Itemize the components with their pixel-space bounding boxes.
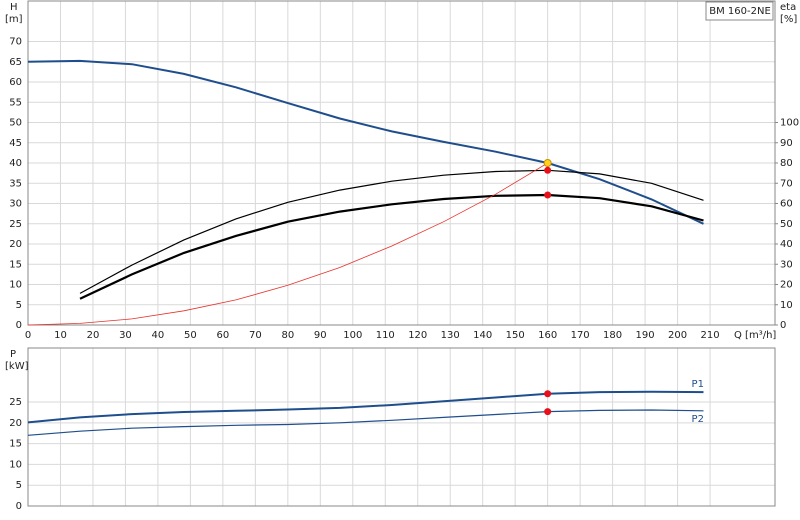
annotation-box	[705, 1, 774, 21]
y-tick-label: 20	[9, 418, 22, 429]
y-tick-label: 50	[9, 118, 22, 129]
annotation: BM 160-2NE	[709, 6, 771, 17]
x-tick-label: 50	[184, 330, 197, 341]
y-axis-unit: [kW]	[5, 361, 29, 372]
y2-axis-unit: [%]	[780, 14, 797, 25]
curve	[27, 390, 704, 424]
y-tick-label: 70	[9, 37, 22, 48]
x-tick-label: 150	[506, 330, 525, 341]
x-tick-label: 100	[343, 330, 362, 341]
x-tick-label: 120	[408, 330, 427, 341]
curve	[27, 59, 704, 225]
y-tick-label: 25	[9, 219, 22, 230]
y2-tick-label: 90	[780, 138, 793, 149]
x-tick-label: 110	[376, 330, 395, 341]
x-tick-label: 170	[571, 330, 590, 341]
y2-tick-label: 40	[780, 239, 793, 250]
y-tick-label: 25	[9, 397, 22, 408]
curve-label: P2	[692, 414, 704, 425]
y-tick-label: 30	[9, 199, 22, 210]
plot-frame	[27, 0, 776, 326]
y2-axis-label: eta	[780, 2, 796, 13]
y-tick-label: 10	[9, 459, 22, 470]
x-tick-label: 20	[87, 330, 100, 341]
x-tick-label: 130	[441, 330, 460, 341]
curve	[27, 409, 704, 436]
x-tick-label: 70	[249, 330, 262, 341]
y-tick-label: 5	[16, 300, 22, 311]
y2-tick-label: 70	[780, 178, 793, 189]
y2-tick-label: 10	[780, 300, 793, 311]
operating-point	[544, 166, 552, 174]
y-tick-label: 55	[9, 97, 22, 108]
x-tick-label: 30	[119, 330, 132, 341]
y-axis-label: H	[10, 2, 18, 13]
y-tick-label: 40	[9, 158, 22, 169]
y-tick-label: 10	[9, 280, 22, 291]
y-tick-label: 20	[9, 239, 22, 250]
y2-tick-label: 0	[780, 320, 786, 331]
y-tick-label: 45	[9, 138, 22, 149]
curve	[79, 193, 704, 300]
x-tick-label: 140	[473, 330, 492, 341]
y-tick-label: 60	[9, 77, 22, 88]
x-axis-label: Q [m³/h]	[734, 330, 776, 341]
x-tick-label: 190	[636, 330, 655, 341]
y2-tick-label: 100	[780, 118, 799, 129]
x-tick-label: 210	[700, 330, 719, 341]
x-tick-label: 0	[25, 330, 31, 341]
y-tick-label: 0	[16, 320, 22, 331]
y2-tick-label: 30	[780, 259, 793, 270]
x-tick-label: 90	[314, 330, 327, 341]
curve-label: P1	[692, 379, 704, 390]
operating-point	[543, 159, 552, 167]
x-tick-label: 10	[54, 330, 67, 341]
y-tick-label: 5	[16, 480, 22, 491]
y-tick-label: 15	[9, 259, 22, 270]
x-tick-label: 60	[217, 330, 230, 341]
operating-point	[544, 191, 552, 199]
y-axis-unit: [m]	[5, 14, 23, 25]
x-tick-label: 200	[668, 330, 687, 341]
y2-tick-label: 50	[780, 219, 793, 230]
y-tick-label: 15	[9, 439, 22, 450]
x-tick-label: 40	[152, 330, 165, 341]
x-tick-label: 160	[538, 330, 557, 341]
plot-frame	[27, 347, 776, 507]
y2-tick-label: 60	[780, 199, 793, 210]
operating-point	[544, 390, 552, 398]
y-tick-label: 35	[9, 178, 22, 189]
x-tick-label: 180	[603, 330, 622, 341]
plot-area	[28, 348, 775, 506]
x-tick-label: 80	[281, 330, 294, 341]
curve	[79, 169, 704, 294]
y-axis-label: P	[10, 349, 16, 360]
y2-tick-label: 20	[780, 280, 793, 291]
y2-tick-label: 80	[780, 158, 793, 169]
curve	[27, 162, 548, 326]
y-tick-label: 65	[9, 57, 22, 68]
y-tick-label: 0	[16, 501, 22, 512]
operating-point	[544, 408, 552, 416]
